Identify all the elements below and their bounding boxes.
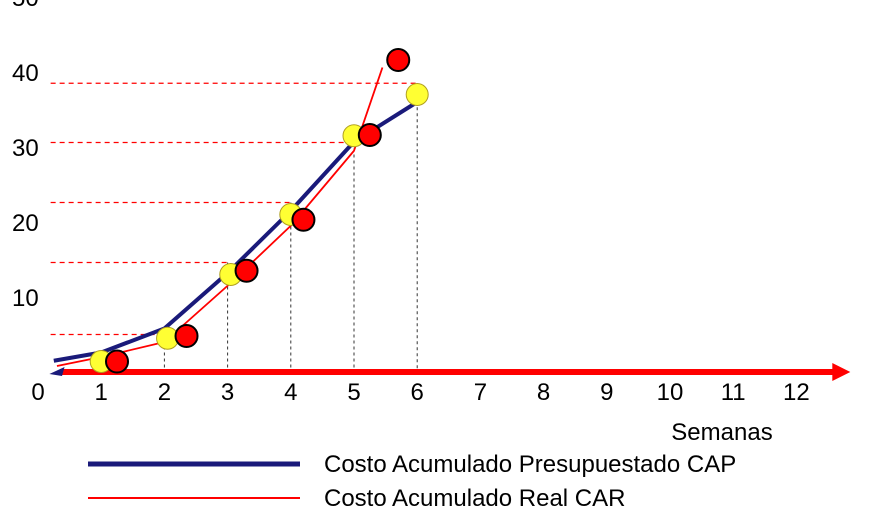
y-tick-label: 20 xyxy=(12,210,39,237)
legend: Costo Acumulado Presupuestado CAP Costo … xyxy=(88,451,736,512)
data-point-1-3 xyxy=(291,207,316,232)
data-point-1-2 xyxy=(234,258,259,283)
x-tick-label: 5 xyxy=(347,379,360,406)
x-tick-label: 9 xyxy=(600,379,613,406)
x-tick-label: 11 xyxy=(721,379,746,406)
x-axis xyxy=(49,363,851,381)
reference-lines xyxy=(50,82,418,372)
y-tick-labels: 10 20 30 40 50 xyxy=(12,0,39,312)
data-point-1-1 xyxy=(174,324,199,348)
x-tick-label: 1 xyxy=(95,379,108,406)
x-tick-label: 3 xyxy=(221,379,234,406)
y-tick-label: 40 xyxy=(12,60,39,87)
x-tick-label: 8 xyxy=(537,379,550,406)
x-axis-label: Semanas xyxy=(671,419,772,446)
x-tick-label: 2 xyxy=(158,379,171,406)
x-axis-arrowhead xyxy=(832,363,851,381)
x-tick-label: 12 xyxy=(783,379,810,406)
legend-label-car: Costo Acumulado Real CAR xyxy=(324,485,625,512)
x-tick-label: 4 xyxy=(284,379,297,406)
x-tick-label: 0 xyxy=(31,379,44,406)
x-tick-label: 6 xyxy=(411,379,424,406)
y-tick-label: 30 xyxy=(12,135,39,162)
x-axis-start-arrowhead xyxy=(49,367,65,376)
x-tick-labels: 0 1 2 3 4 5 6 7 8 9 10 11 12 xyxy=(31,379,809,406)
data-point-1-0 xyxy=(105,349,129,374)
data-point-0-5 xyxy=(405,83,429,106)
data-point-1-4 xyxy=(357,123,382,147)
x-tick-label: 10 xyxy=(657,379,684,406)
legend-label-cap: Costo Acumulado Presupuestado CAP xyxy=(324,451,736,478)
y-tick-label: 10 xyxy=(12,285,39,312)
markers xyxy=(89,48,429,374)
series-lines xyxy=(53,67,419,367)
data-point-1-5 xyxy=(386,48,411,72)
x-tick-label: 7 xyxy=(474,379,487,406)
y-tick-label: 50 xyxy=(12,0,39,12)
series-line-1 xyxy=(56,67,384,367)
